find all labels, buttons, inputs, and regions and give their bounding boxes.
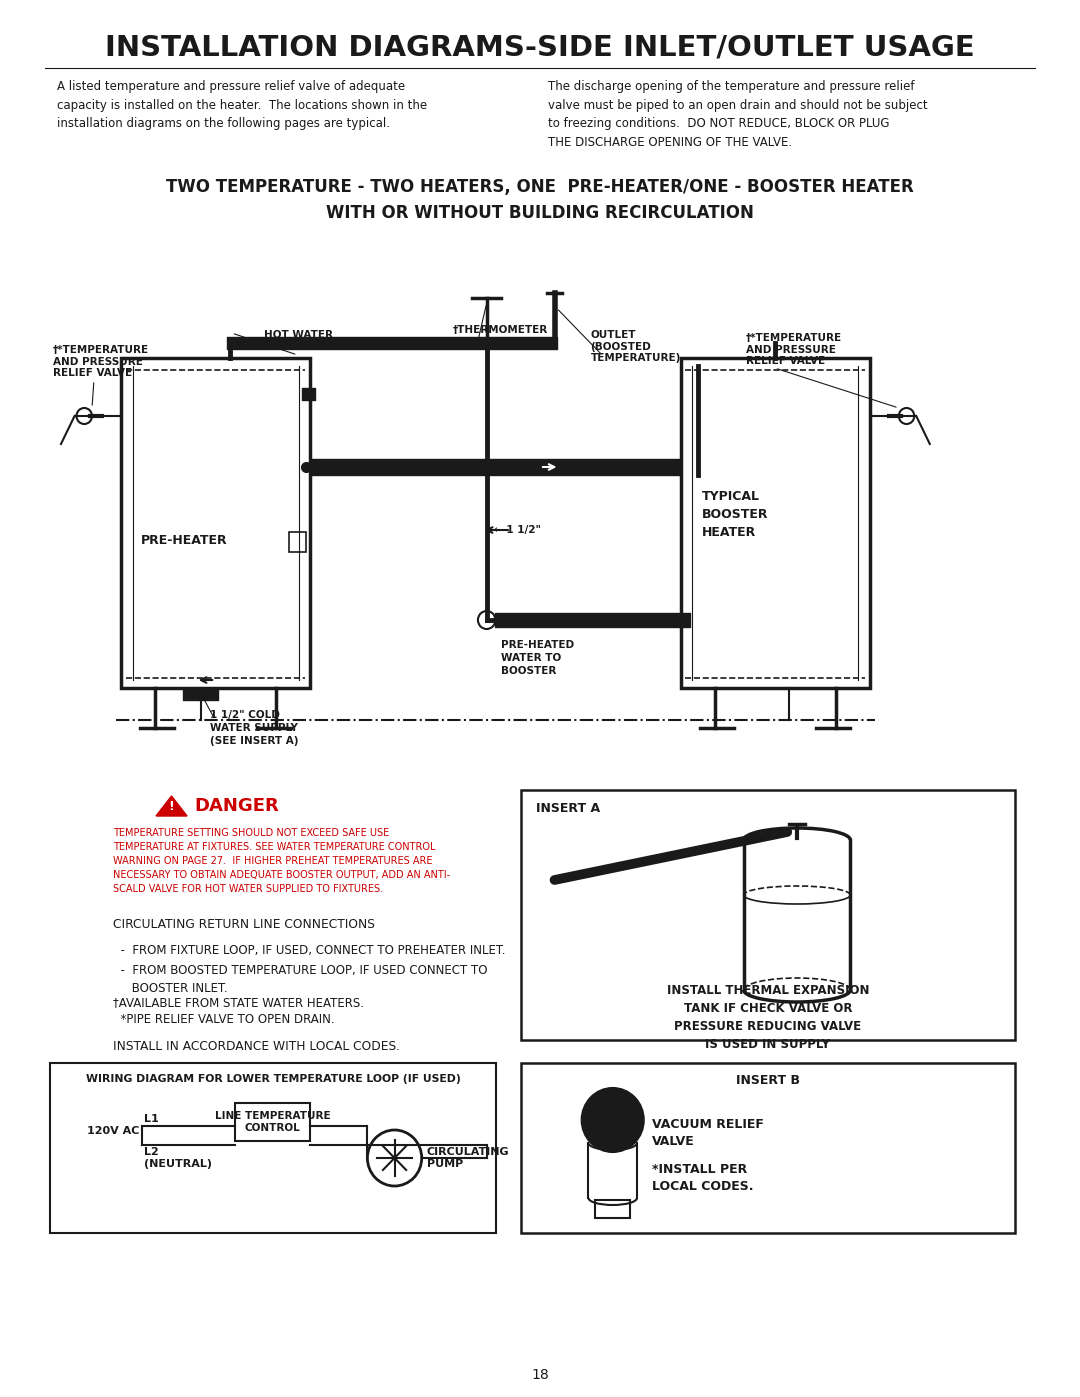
Text: INSTALL THERMAL EXPANSION
TANK IF CHECK VALVE OR
PRESSURE REDUCING VALVE
IS USED: INSTALL THERMAL EXPANSION TANK IF CHECK …	[666, 985, 869, 1052]
Text: DANGER: DANGER	[194, 798, 280, 814]
Text: INSERT B: INSERT B	[735, 1073, 800, 1087]
Circle shape	[367, 1130, 421, 1186]
Bar	[288, 532, 307, 552]
Text: L1: L1	[145, 1113, 159, 1125]
Text: †*TEMPERATURE
AND PRESSURE
RELIEF VALVE: †*TEMPERATURE AND PRESSURE RELIEF VALVE	[53, 345, 149, 379]
Text: The discharge opening of the temperature and pressure relief
valve must be piped: The discharge opening of the temperature…	[548, 80, 928, 148]
Bar	[234, 1104, 310, 1141]
Text: TYPICAL
BOOSTER
HEATER: TYPICAL BOOSTER HEATER	[702, 490, 769, 539]
Text: VACUUM RELIEF
VALVE: VACUUM RELIEF VALVE	[651, 1118, 764, 1148]
Text: WIRING DIAGRAM FOR LOWER TEMPERATURE LOOP (IF USED): WIRING DIAGRAM FOR LOWER TEMPERATURE LOO…	[86, 1074, 461, 1084]
Polygon shape	[156, 796, 187, 816]
Text: CIRCULATING RETURN LINE CONNECTIONS: CIRCULATING RETURN LINE CONNECTIONS	[113, 918, 375, 930]
Text: TEMPERATURE SETTING SHOULD NOT EXCEED SAFE USE
TEMPERATURE AT FIXTURES. SEE WATE: TEMPERATURE SETTING SHOULD NOT EXCEED SA…	[113, 828, 450, 894]
Text: TWO TEMPERATURE - TWO HEATERS, ONE  PRE-HEATER/ONE - BOOSTER HEATER
WITH OR WITH: TWO TEMPERATURE - TWO HEATERS, ONE PRE-H…	[166, 177, 914, 222]
Text: PRE-HEATER: PRE-HEATER	[140, 534, 227, 546]
Text: L2
(NEUTRAL): L2 (NEUTRAL)	[145, 1147, 213, 1169]
Text: 1 1/2" COLD
WATER SUPPLY
(SEE INSERT A): 1 1/2" COLD WATER SUPPLY (SEE INSERT A)	[211, 710, 299, 746]
Text: †THERMOMETER: †THERMOMETER	[453, 326, 548, 335]
Bar	[595, 1200, 630, 1218]
Text: 120V AC: 120V AC	[87, 1126, 139, 1136]
Bar	[521, 789, 1015, 1039]
Text: INSTALLATION DIAGRAMS-SIDE INLET/OUTLET USAGE: INSTALLATION DIAGRAMS-SIDE INLET/OUTLET …	[105, 34, 975, 61]
Text: INSERT A: INSERT A	[536, 802, 600, 814]
Bar	[51, 1063, 497, 1234]
Text: PRE-HEATED
WATER TO
BOOSTER: PRE-HEATED WATER TO BOOSTER	[501, 640, 575, 676]
Text: -  FROM FIXTURE LOOP, IF USED, CONNECT TO PREHEATER INLET.: - FROM FIXTURE LOOP, IF USED, CONNECT TO…	[113, 944, 505, 957]
Bar	[121, 358, 310, 687]
Bar	[680, 358, 869, 687]
Text: INSTALL IN ACCORDANCE WITH LOCAL CODES.: INSTALL IN ACCORDANCE WITH LOCAL CODES.	[113, 1039, 401, 1053]
Circle shape	[478, 610, 496, 629]
Circle shape	[899, 408, 915, 425]
Text: A listed temperature and pressure relief valve of adequate
capacity is installed: A listed temperature and pressure relief…	[57, 80, 428, 130]
Text: 18: 18	[531, 1368, 549, 1382]
Circle shape	[77, 408, 92, 425]
Text: *INSTALL PER
LOCAL CODES.: *INSTALL PER LOCAL CODES.	[651, 1162, 753, 1193]
Bar	[521, 1063, 1015, 1234]
Text: OUTLET
(BOOSTED
TEMPERATURE): OUTLET (BOOSTED TEMPERATURE)	[591, 330, 680, 363]
Text: CIRCULATING
PUMP: CIRCULATING PUMP	[427, 1147, 509, 1169]
Circle shape	[582, 1088, 644, 1153]
Text: †AVAILABLE FROM STATE WATER HEATERS.: †AVAILABLE FROM STATE WATER HEATERS.	[113, 996, 364, 1009]
Text: LINE TEMPERATURE
CONTROL: LINE TEMPERATURE CONTROL	[215, 1111, 330, 1133]
Text: !: !	[168, 799, 174, 813]
Text: HOT WATER
TO FIXTURES: HOT WATER TO FIXTURES	[264, 330, 340, 352]
Text: †*TEMPERATURE
AND PRESSURE
RELIEF VALVE: †*TEMPERATURE AND PRESSURE RELIEF VALVE	[745, 332, 841, 366]
Text: *PIPE RELIEF VALVE TO OPEN DRAIN.: *PIPE RELIEF VALVE TO OPEN DRAIN.	[113, 1013, 335, 1025]
Text: -  FROM BOOSTED TEMPERATURE LOOP, IF USED CONNECT TO
     BOOSTER INLET.: - FROM BOOSTED TEMPERATURE LOOP, IF USED…	[113, 964, 488, 995]
Text: ← 1 1/2": ← 1 1/2"	[495, 525, 541, 535]
